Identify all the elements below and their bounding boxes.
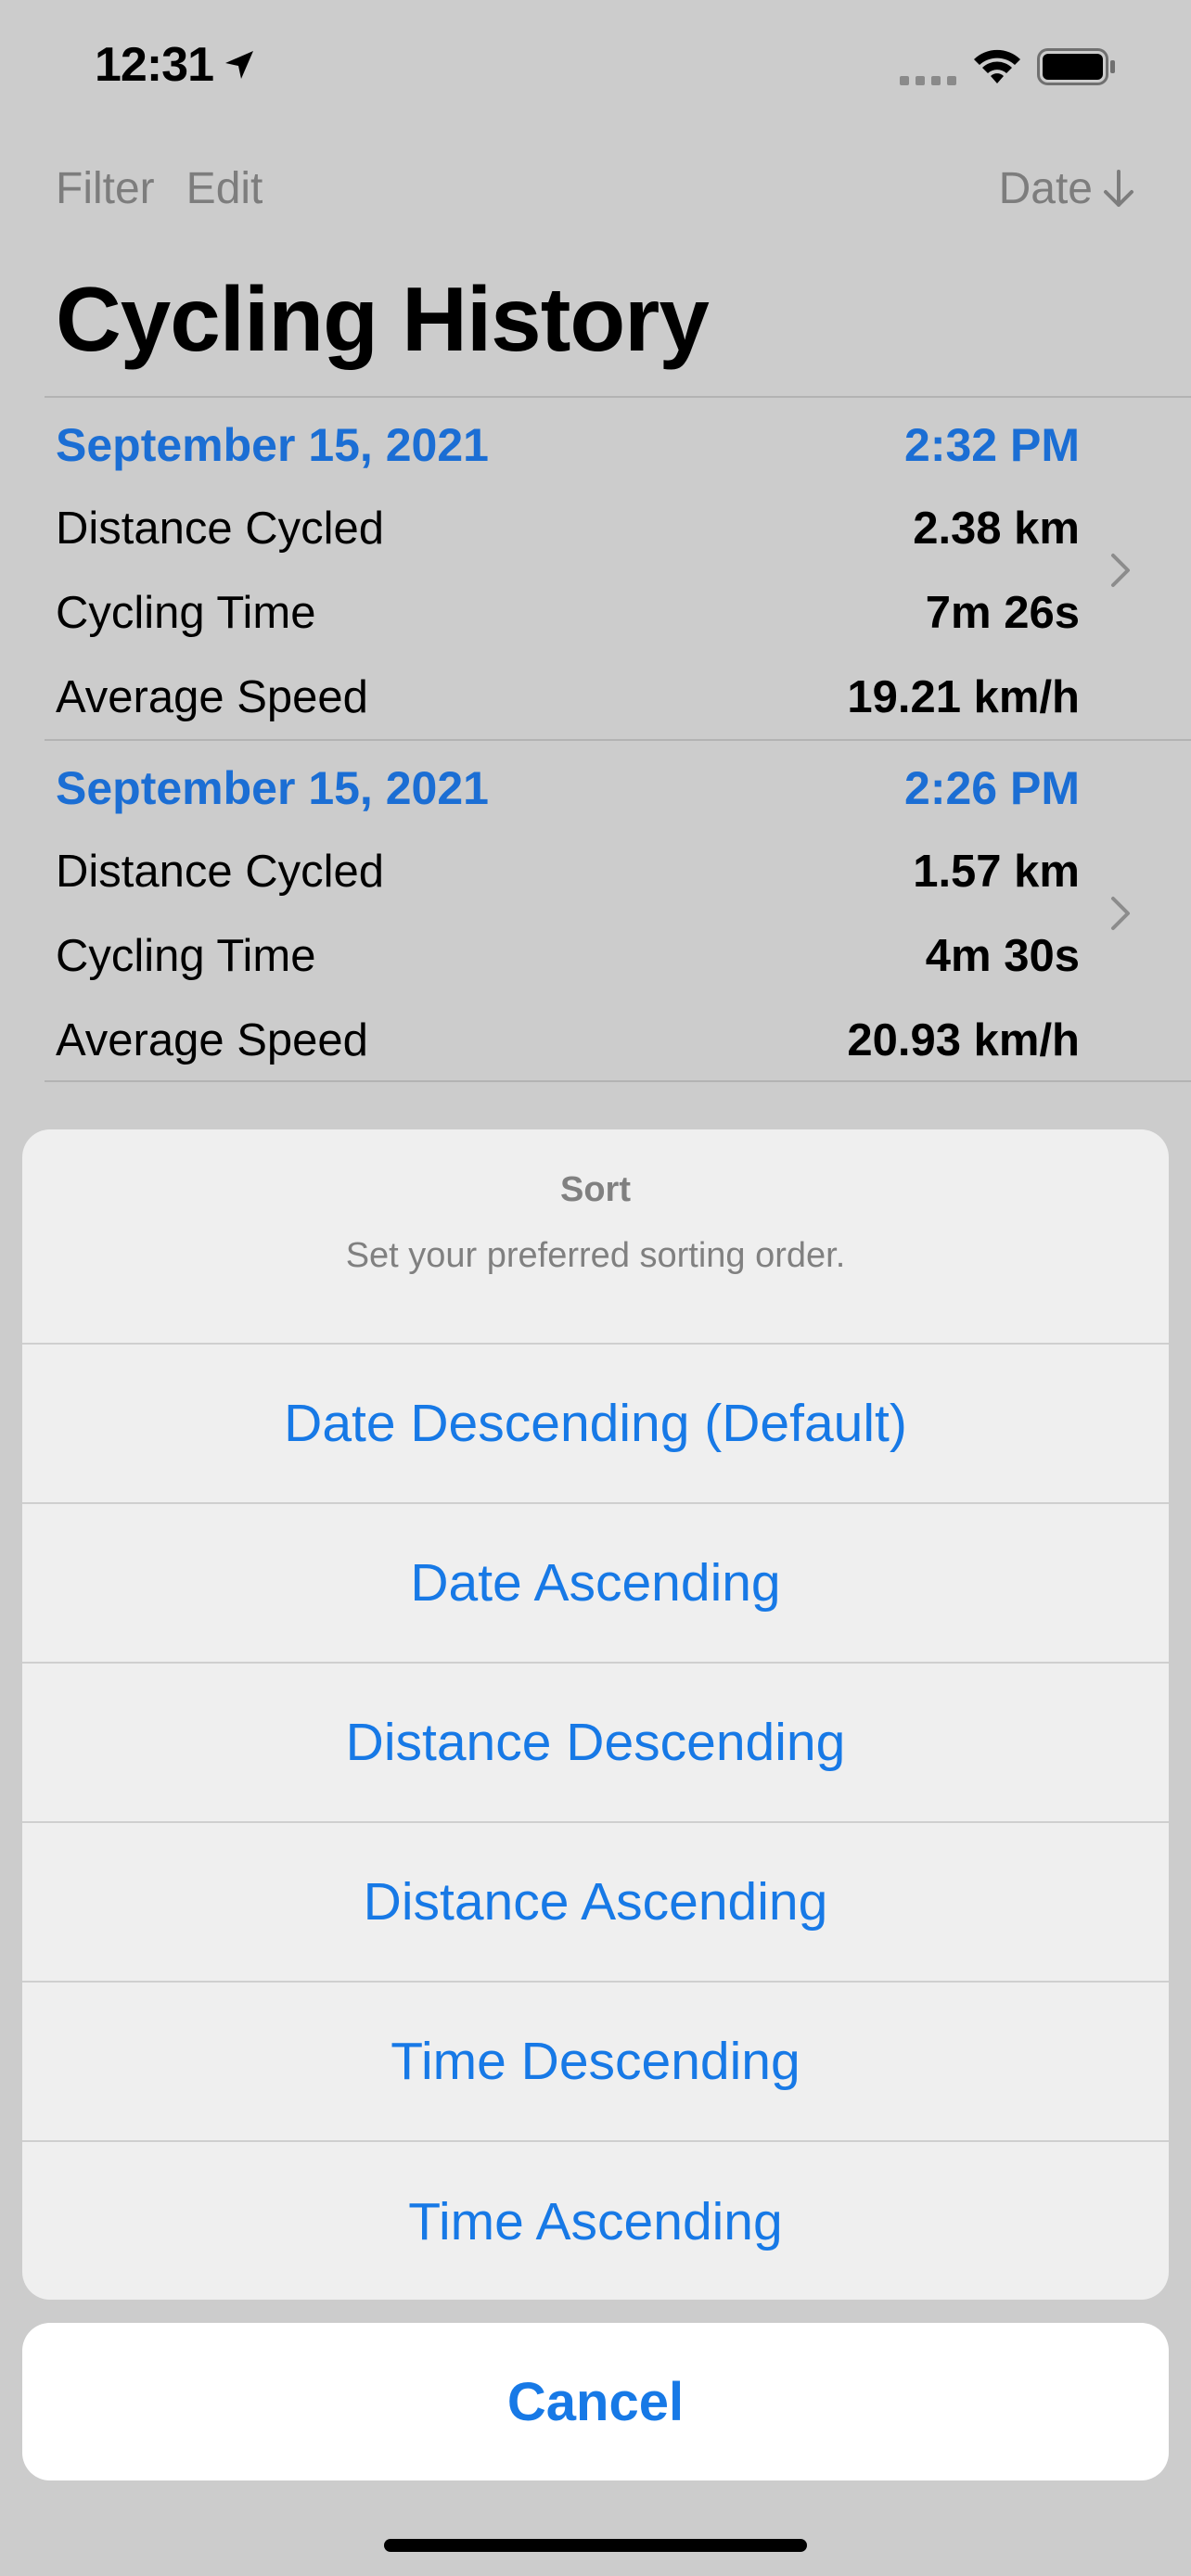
sheet-message: Set your preferred sorting order. [345,1236,846,1275]
ride-row-time: Cycling Time 7m 26s [56,587,1080,639]
status-time: 12:31 [95,38,214,92]
chevron-right-icon [1111,897,1130,930]
sort-button[interactable]: Date [999,163,1135,214]
ride-list: September 15, 2021 2:32 PM Distance Cycl… [45,396,1191,1082]
battery-icon [1037,48,1115,85]
row-value: 7m 26s [925,588,1080,638]
ride-date: September 15, 2021 [56,419,489,471]
sort-option-date-ascending[interactable]: Date Ascending [22,1504,1169,1664]
row-label: Distance Cycled [56,847,385,897]
ride-header: September 15, 2021 2:26 PM [56,761,1080,815]
ride-row-speed: Average Speed 20.93 km/h [56,1014,1080,1066]
row-label: Cycling Time [56,931,316,981]
sort-option-distance-ascending[interactable]: Distance Ascending [22,1823,1169,1983]
status-bar: 12:31 [0,0,1191,139]
ride-cell[interactable]: September 15, 2021 2:32 PM Distance Cycl… [45,396,1191,739]
row-value: 20.93 km/h [847,1015,1080,1065]
row-label: Average Speed [56,672,368,722]
wifi-icon [974,49,1020,83]
cancel-button[interactable]: Cancel [22,2323,1169,2480]
row-value: 1.57 km [913,847,1080,897]
cellular-signal-icon [900,76,956,85]
ride-date: September 15, 2021 [56,762,489,814]
row-value: 2.38 km [913,504,1080,554]
row-value: 4m 30s [925,931,1080,981]
sheet-header: Sort Set your preferred sorting order. [22,1129,1169,1345]
sort-option-time-descending[interactable]: Time Descending [22,1983,1169,2142]
ride-time: 2:32 PM [904,419,1080,471]
sort-option-time-ascending[interactable]: Time Ascending [408,2192,783,2251]
sort-option-distance-descending[interactable]: Distance Descending [22,1664,1169,1823]
ride-row-distance: Distance Cycled 2.38 km [56,503,1080,555]
row-label: Cycling Time [56,588,316,638]
edit-button[interactable]: Edit [186,164,263,213]
home-indicator[interactable] [384,2539,807,2552]
sort-action-sheet: Sort Set your preferred sorting order. D… [22,1129,1169,2300]
chevron-right-icon [1111,554,1130,587]
ride-row-speed: Average Speed 19.21 km/h [56,671,1080,723]
ride-cell[interactable]: September 15, 2021 2:26 PM Distance Cycl… [45,739,1191,1082]
arrow-down-icon [1104,169,1133,207]
row-value: 19.21 km/h [847,672,1080,722]
ride-row-distance: Distance Cycled 1.57 km [56,846,1080,898]
sort-button-label: Date [998,164,1093,213]
ride-row-time: Cycling Time 4m 30s [56,930,1080,982]
sheet-title: Sort [560,1170,631,1209]
location-arrow-icon [225,51,253,79]
filter-button[interactable]: Filter [56,164,155,213]
row-label: Distance Cycled [56,504,385,554]
ride-time: 2:26 PM [904,762,1080,814]
ride-header: September 15, 2021 2:32 PM [56,418,1080,472]
row-label: Average Speed [56,1015,368,1065]
nav-left-buttons: Filter Edit [56,163,263,214]
page-title: Cycling History [56,268,710,370]
sort-option-date-descending[interactable]: Date Descending (Default) [22,1345,1169,1504]
